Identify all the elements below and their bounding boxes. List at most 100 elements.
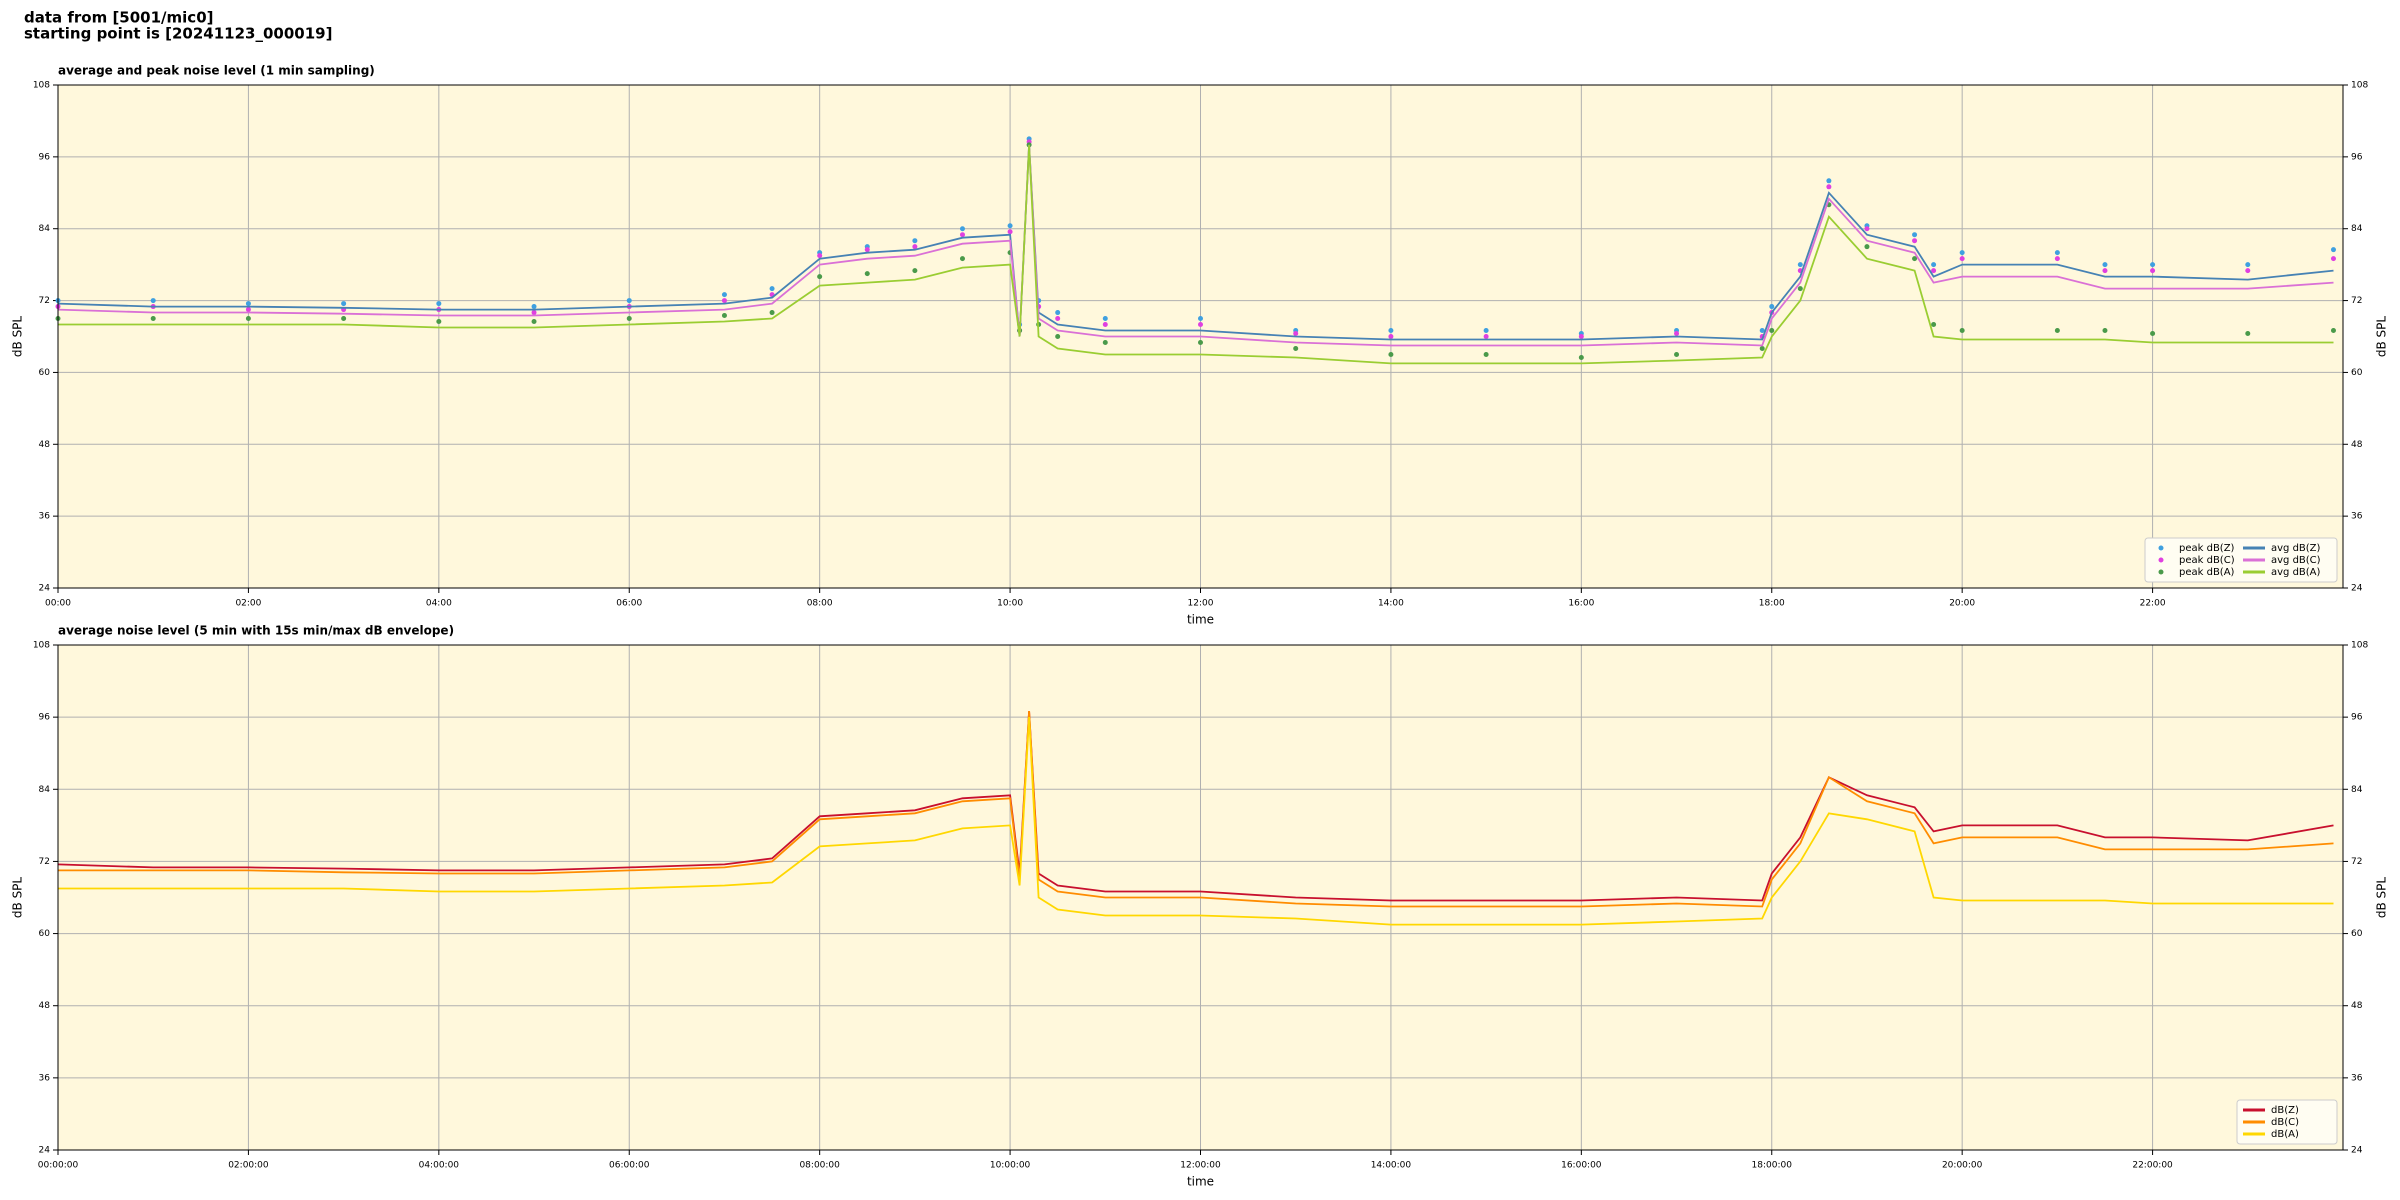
peak-point	[245, 307, 251, 313]
y-tick-label: 72	[39, 857, 50, 867]
peak-point	[1912, 232, 1918, 238]
legend-marker	[2158, 569, 2164, 575]
peak-point	[1198, 316, 1203, 322]
x-tick-label: 04:00:00	[419, 1161, 460, 1171]
x-tick-label: 04:00	[426, 599, 452, 609]
y-tick-label: 60	[39, 929, 51, 939]
x-tick-label: 22:00:00	[2132, 1161, 2173, 1171]
peak-point	[1797, 262, 1803, 268]
peak-point	[1931, 322, 1937, 328]
peak-point	[1578, 354, 1584, 360]
peak-point	[1483, 334, 1489, 339]
series-line	[57, 144, 2334, 347]
series-line	[58, 717, 2334, 926]
legend-box	[2144, 537, 2338, 583]
peak-point	[1293, 345, 1299, 351]
series-line	[58, 144, 2334, 365]
peak-point	[245, 301, 251, 307]
peak-point	[1578, 334, 1584, 339]
peak-point	[1483, 328, 1489, 334]
peak-point	[2245, 331, 2251, 337]
legend-marker	[2158, 557, 2164, 563]
peak-point	[626, 316, 632, 322]
peak-point	[1388, 328, 1394, 334]
peak-point	[1674, 351, 1680, 357]
peak-point	[531, 304, 537, 310]
y2-tick-label: 96	[2351, 152, 2363, 162]
y-tick-label: 84	[39, 785, 51, 795]
y2-tick-label: 72	[2351, 296, 2362, 306]
x-tick-label: 12:00	[1188, 599, 1214, 609]
peak-point	[817, 274, 823, 280]
y-tick-label: 108	[33, 641, 50, 651]
y-tick-label: 36	[39, 1073, 51, 1083]
plot-frame	[57, 84, 2344, 589]
legend-label: dB(C)	[2271, 1117, 2299, 1128]
peak-point	[769, 310, 775, 316]
peak-point	[150, 298, 156, 304]
x-tick-label: 02:00:00	[228, 1161, 269, 1171]
plot-frame	[57, 644, 2344, 1151]
x-tick-label: 08:00:00	[799, 1161, 840, 1171]
y2-tick-label: 108	[2351, 81, 2368, 91]
x-tick-label: 00:00	[45, 599, 71, 609]
peak-point	[1769, 328, 1775, 334]
x-tick-label: 08:00	[807, 599, 833, 609]
peak-point	[1198, 322, 1203, 328]
peak-point	[1007, 223, 1013, 229]
peak-point	[1931, 268, 1937, 274]
peak-point	[1759, 328, 1765, 334]
peak-point	[959, 226, 965, 232]
y2-tick-label: 24	[2351, 1146, 2363, 1156]
peak-point	[1198, 339, 1203, 345]
peak-point	[626, 298, 632, 304]
y-axis-label: dB SPL	[11, 316, 25, 358]
peak-point	[1293, 331, 1299, 337]
peak-point	[1055, 310, 1061, 316]
y-axis-label: dB SPL	[11, 877, 25, 919]
y2-tick-label: 84	[2351, 785, 2363, 795]
series-line	[57, 711, 2334, 902]
peak-point	[2102, 262, 2108, 268]
peak-point	[1388, 334, 1394, 339]
peak-point	[1007, 229, 1013, 235]
peak-point	[1055, 316, 1061, 322]
peak-point	[245, 316, 251, 322]
y2-axis-label: dB SPL	[2375, 877, 2389, 919]
peak-point	[721, 292, 727, 298]
peak-point	[912, 238, 918, 244]
peak-point	[531, 319, 537, 325]
peak-point	[1912, 256, 1918, 262]
x-tick-label: 18:00:00	[1752, 1161, 1793, 1171]
x-tick-label: 10:00	[997, 599, 1023, 609]
header-line: starting point is [20241123_000019]	[24, 25, 332, 43]
x-tick-label: 06:00:00	[609, 1161, 650, 1171]
y-tick-label: 108	[33, 81, 50, 91]
y-tick-label: 96	[39, 152, 51, 162]
y2-tick-label: 108	[2351, 641, 2368, 651]
peak-point	[1769, 304, 1775, 310]
series-line	[58, 711, 2334, 908]
legend-label: peak dB(Z)	[2179, 543, 2235, 554]
peak-point	[1055, 334, 1061, 339]
peak-point	[959, 256, 965, 262]
y2-tick-label: 96	[2351, 713, 2363, 723]
peak-point	[436, 319, 442, 325]
peak-point	[1959, 328, 1965, 334]
y2-axis-label: dB SPL	[2375, 316, 2389, 358]
peak-point	[2054, 328, 2060, 334]
peak-point	[1674, 331, 1680, 337]
peak-point	[864, 271, 870, 277]
peak-point	[2102, 328, 2108, 334]
x-tick-label: 12:00:00	[1180, 1161, 1221, 1171]
peak-point	[1388, 351, 1394, 357]
legend-label: avg dB(C)	[2271, 555, 2321, 566]
peak-point	[1102, 316, 1108, 322]
peak-point	[2054, 256, 2060, 262]
peak-point	[2245, 268, 2251, 274]
x-tick-label: 02:00	[235, 599, 261, 609]
y2-tick-label: 72	[2351, 857, 2362, 867]
peak-point	[769, 286, 775, 292]
